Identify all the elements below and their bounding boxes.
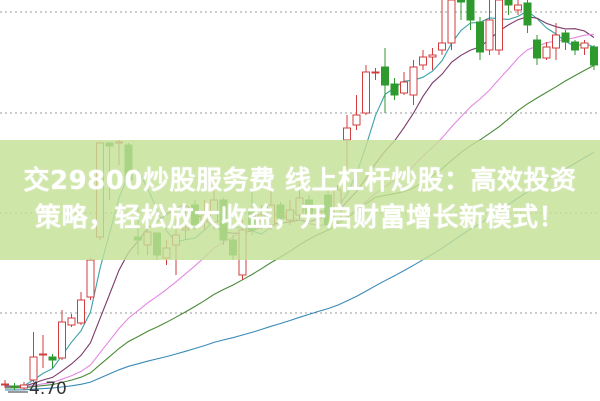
headline-banner: 交29800炒股服务费 线上杠杆炒股：高效投资 策略，轻松放大收益，开启财富增长… xyxy=(0,140,600,260)
candle-up xyxy=(362,71,370,114)
candle-up xyxy=(428,54,437,58)
candle-down xyxy=(457,0,465,3)
candle-up xyxy=(352,114,361,126)
candle-up xyxy=(485,19,494,51)
candle-up xyxy=(77,299,85,324)
candle-up xyxy=(495,0,503,51)
candle-up xyxy=(447,0,456,44)
candle-up xyxy=(86,259,95,298)
candle-up xyxy=(58,321,66,359)
candle-down xyxy=(390,83,399,96)
headline-line-1: 交29800炒股服务费 线上杠杆炒股：高效投资 xyxy=(23,166,577,196)
candle-up xyxy=(20,384,28,389)
candle-down xyxy=(561,32,570,43)
candle-down xyxy=(10,385,19,388)
candle-down xyxy=(571,41,579,51)
candle-down xyxy=(476,21,484,53)
candle-up xyxy=(580,42,589,49)
candle-down xyxy=(523,2,532,26)
candle-up xyxy=(29,356,38,381)
candle-down xyxy=(504,0,513,6)
candle-down xyxy=(381,66,389,86)
candle-down xyxy=(466,0,475,21)
candle-down xyxy=(48,356,57,361)
candle-up xyxy=(438,42,446,51)
candle-up xyxy=(514,4,522,11)
candle-up xyxy=(343,127,351,141)
headline-line-2: 策略，轻松放大收益，开启财富增长新模式！ xyxy=(34,203,565,233)
candle-up xyxy=(409,66,418,96)
candle-up xyxy=(552,34,560,49)
candle-up xyxy=(371,71,380,74)
candle-up xyxy=(400,81,408,94)
candle-down xyxy=(590,46,598,66)
candle-up xyxy=(1,383,9,386)
low-price-label: 4.70 xyxy=(29,379,67,399)
candle-up xyxy=(542,46,551,59)
candle-down xyxy=(533,39,541,59)
candle-up xyxy=(39,353,47,356)
candle-up xyxy=(67,317,76,326)
candle-up xyxy=(419,56,427,66)
